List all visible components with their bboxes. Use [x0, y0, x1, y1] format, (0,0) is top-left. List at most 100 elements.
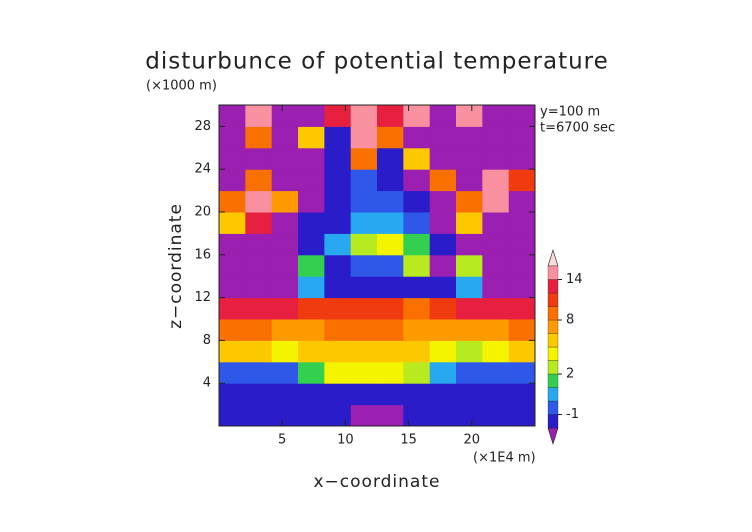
cell	[298, 254, 325, 277]
cell	[350, 361, 378, 384]
cell	[377, 105, 404, 127]
cell	[324, 383, 352, 406]
cell	[350, 404, 378, 427]
y-tick-label: 28	[194, 119, 211, 134]
cell	[429, 169, 457, 192]
cell	[350, 233, 378, 256]
cell	[508, 340, 536, 363]
cell	[429, 105, 457, 127]
cell	[245, 233, 273, 256]
cell	[482, 212, 510, 234]
chart-title: disturbunce of potential temperature	[145, 49, 609, 75]
cell	[508, 404, 536, 427]
cell	[508, 169, 536, 192]
cell	[456, 319, 483, 341]
cell	[508, 212, 536, 234]
cell	[456, 254, 483, 277]
cell	[219, 233, 246, 256]
cell	[482, 126, 510, 149]
cell	[508, 297, 536, 320]
cell	[271, 404, 299, 427]
cell	[456, 169, 483, 192]
cell	[456, 383, 483, 406]
cell	[508, 190, 536, 213]
cell	[245, 297, 273, 320]
cell	[377, 276, 404, 299]
cell	[271, 147, 299, 170]
cell	[298, 147, 325, 170]
cell	[245, 254, 273, 277]
cell	[508, 233, 536, 256]
cell	[429, 254, 457, 277]
cell	[245, 361, 273, 384]
cell	[482, 319, 510, 341]
cell	[429, 212, 457, 234]
cell	[482, 383, 510, 406]
cell	[271, 126, 299, 149]
cell	[298, 404, 325, 427]
cell	[482, 404, 510, 427]
colorbar-box	[547, 279, 559, 294]
cell	[403, 361, 431, 384]
cell	[324, 340, 352, 363]
cell	[271, 233, 299, 256]
cell	[324, 147, 352, 170]
cell	[350, 190, 378, 213]
cell	[456, 276, 483, 299]
cell	[456, 147, 483, 170]
annotation: t=6700 sec	[540, 121, 615, 136]
cell	[482, 169, 510, 192]
colorbar-box	[547, 319, 559, 334]
cell	[219, 190, 246, 213]
colorbar-under	[547, 427, 559, 446]
y-tick-label: 8	[203, 333, 211, 348]
cell	[350, 212, 378, 234]
cell	[324, 276, 352, 299]
cell	[429, 297, 457, 320]
cell	[271, 254, 299, 277]
y-tick-label: 24	[194, 162, 211, 177]
cell	[350, 383, 378, 406]
colorbar-box	[547, 387, 559, 402]
cell	[377, 340, 404, 363]
cell	[403, 126, 431, 149]
colorbar-tick-label: 8	[566, 313, 574, 328]
cell	[456, 126, 483, 149]
cell	[324, 297, 352, 320]
cell	[377, 404, 404, 427]
cell	[350, 297, 378, 320]
cell	[245, 404, 273, 427]
cell	[429, 361, 457, 384]
cell	[298, 126, 325, 149]
cell	[350, 254, 378, 277]
cell	[271, 361, 299, 384]
annotation: y=100 m	[540, 105, 600, 120]
cell	[271, 212, 299, 234]
cell	[219, 105, 246, 127]
cell	[403, 297, 431, 320]
cell	[324, 212, 352, 234]
cell	[482, 105, 510, 127]
cell	[482, 297, 510, 320]
cell	[298, 383, 325, 406]
y-tick-label: 20	[194, 205, 211, 220]
cell	[350, 105, 378, 127]
cell	[403, 190, 431, 213]
cell	[245, 276, 273, 299]
cell	[219, 276, 246, 299]
cell	[271, 190, 299, 213]
cell	[482, 190, 510, 213]
cell	[219, 147, 246, 170]
cell	[298, 319, 325, 341]
cell	[271, 297, 299, 320]
cell	[429, 147, 457, 170]
x-tick-label: 15	[400, 433, 417, 448]
cell	[245, 190, 273, 213]
cell	[456, 190, 483, 213]
cell	[298, 276, 325, 299]
cell	[403, 319, 431, 341]
cell	[324, 126, 352, 149]
cell	[508, 126, 536, 149]
cell	[377, 297, 404, 320]
cell	[324, 361, 352, 384]
